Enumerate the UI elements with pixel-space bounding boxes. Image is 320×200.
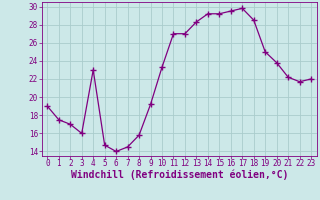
X-axis label: Windchill (Refroidissement éolien,°C): Windchill (Refroidissement éolien,°C)	[70, 170, 288, 180]
